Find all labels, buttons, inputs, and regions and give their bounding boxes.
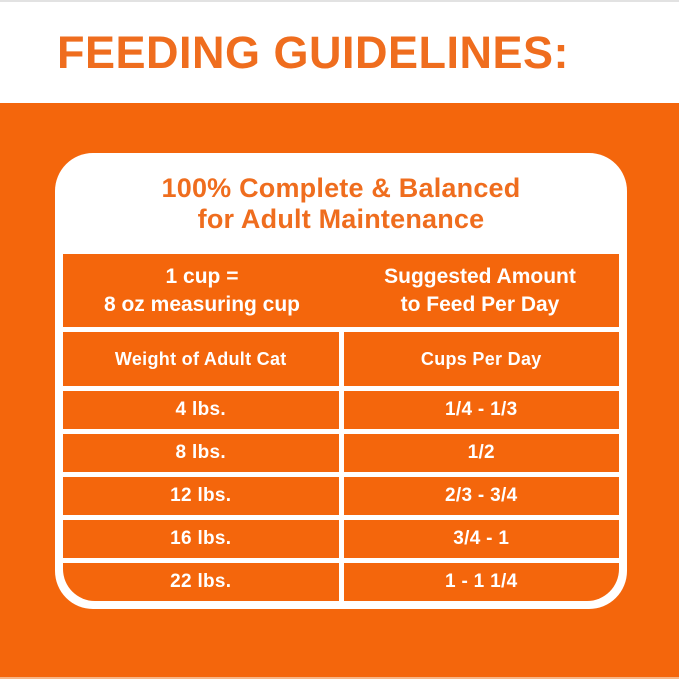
column-header-cups: Cups Per Day — [343, 332, 619, 386]
card-title: 100% Complete & Balanced for Adult Maint… — [63, 153, 619, 254]
weight-cell: 12 lbs. — [63, 477, 339, 515]
cup-definition: 1 cup = 8 oz measuring cup — [63, 263, 341, 318]
card-title-line1: 100% Complete & Balanced — [161, 173, 521, 203]
bottom-edge-line — [0, 677, 679, 679]
cup-definition-line2: 8 oz measuring cup — [103, 292, 301, 316]
table-header-row: 1 cup = 8 oz measuring cup Suggested Amo… — [63, 254, 619, 327]
cup-definition-line1: 1 cup = — [165, 265, 239, 289]
cups-cell: 1 - 1 1/4 — [343, 563, 619, 601]
feeding-table: 1 cup = 8 oz measuring cup Suggested Amo… — [63, 254, 619, 601]
cups-cell: 2/3 - 3/4 — [343, 477, 619, 515]
suggested-amount-line1: Suggested Amount — [384, 265, 576, 289]
card-title-line2: for Adult Maintenance — [197, 203, 485, 234]
cups-cell: 3/4 - 1 — [343, 520, 619, 558]
suggested-amount-line2: to Feed Per Day — [400, 292, 560, 316]
guidelines-card: 100% Complete & Balanced for Adult Maint… — [55, 153, 627, 609]
page-title: FEEDING GUIDELINES: — [57, 26, 570, 78]
cups-cell: 1/2 — [343, 434, 619, 472]
suggested-amount-header: Suggested Amount to Feed Per Day — [341, 263, 619, 318]
header-band: FEEDING GUIDELINES: — [0, 0, 679, 103]
cups-cell: 1/4 - 1/3 — [343, 391, 619, 429]
orange-background: 100% Complete & Balanced for Adult Maint… — [0, 103, 679, 679]
weight-cell: 4 lbs. — [63, 391, 339, 429]
weight-cell: 22 lbs. — [63, 563, 339, 601]
weight-cell: 8 lbs. — [63, 434, 339, 472]
column-header-weight: Weight of Adult Cat — [63, 332, 339, 386]
weight-cell: 16 lbs. — [63, 520, 339, 558]
